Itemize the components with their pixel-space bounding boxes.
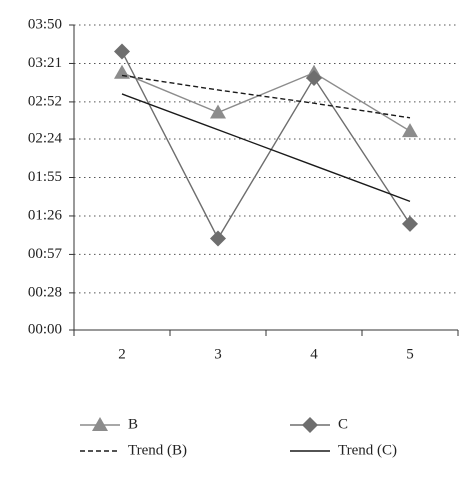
legend-label: B: [128, 416, 138, 432]
legend-label: Trend (B): [128, 442, 187, 458]
marker: [114, 64, 130, 79]
y-tick-label: 00:57: [28, 246, 63, 262]
x-tick-label: 2: [118, 346, 126, 362]
y-tick-label: 00:28: [28, 284, 62, 300]
legend-marker: [92, 417, 108, 431]
legend-label: C: [338, 416, 348, 432]
y-tick-label: 02:52: [28, 93, 62, 109]
series-line: [121, 71, 411, 132]
y-tick-label: 01:55: [28, 169, 62, 185]
series-line: [121, 93, 411, 203]
marker: [402, 215, 418, 232]
marker: [402, 123, 418, 138]
y-tick-label: 00:00: [28, 321, 62, 337]
y-tick-label: 03:21: [28, 55, 62, 71]
x-tick-label: 4: [310, 346, 318, 362]
marker: [210, 230, 226, 247]
marker: [114, 43, 130, 60]
legend-marker: [302, 417, 318, 433]
y-tick-label: 03:50: [28, 16, 62, 32]
legend-label: Trend (C): [338, 442, 397, 458]
marker: [306, 70, 322, 87]
y-tick-label: 02:24: [28, 130, 63, 146]
x-tick-label: 3: [214, 346, 222, 362]
y-tick-label: 01:26: [28, 207, 63, 223]
marker: [210, 104, 226, 119]
x-tick-label: 5: [406, 346, 414, 362]
series-line: [121, 51, 411, 240]
series-line: [121, 74, 411, 119]
